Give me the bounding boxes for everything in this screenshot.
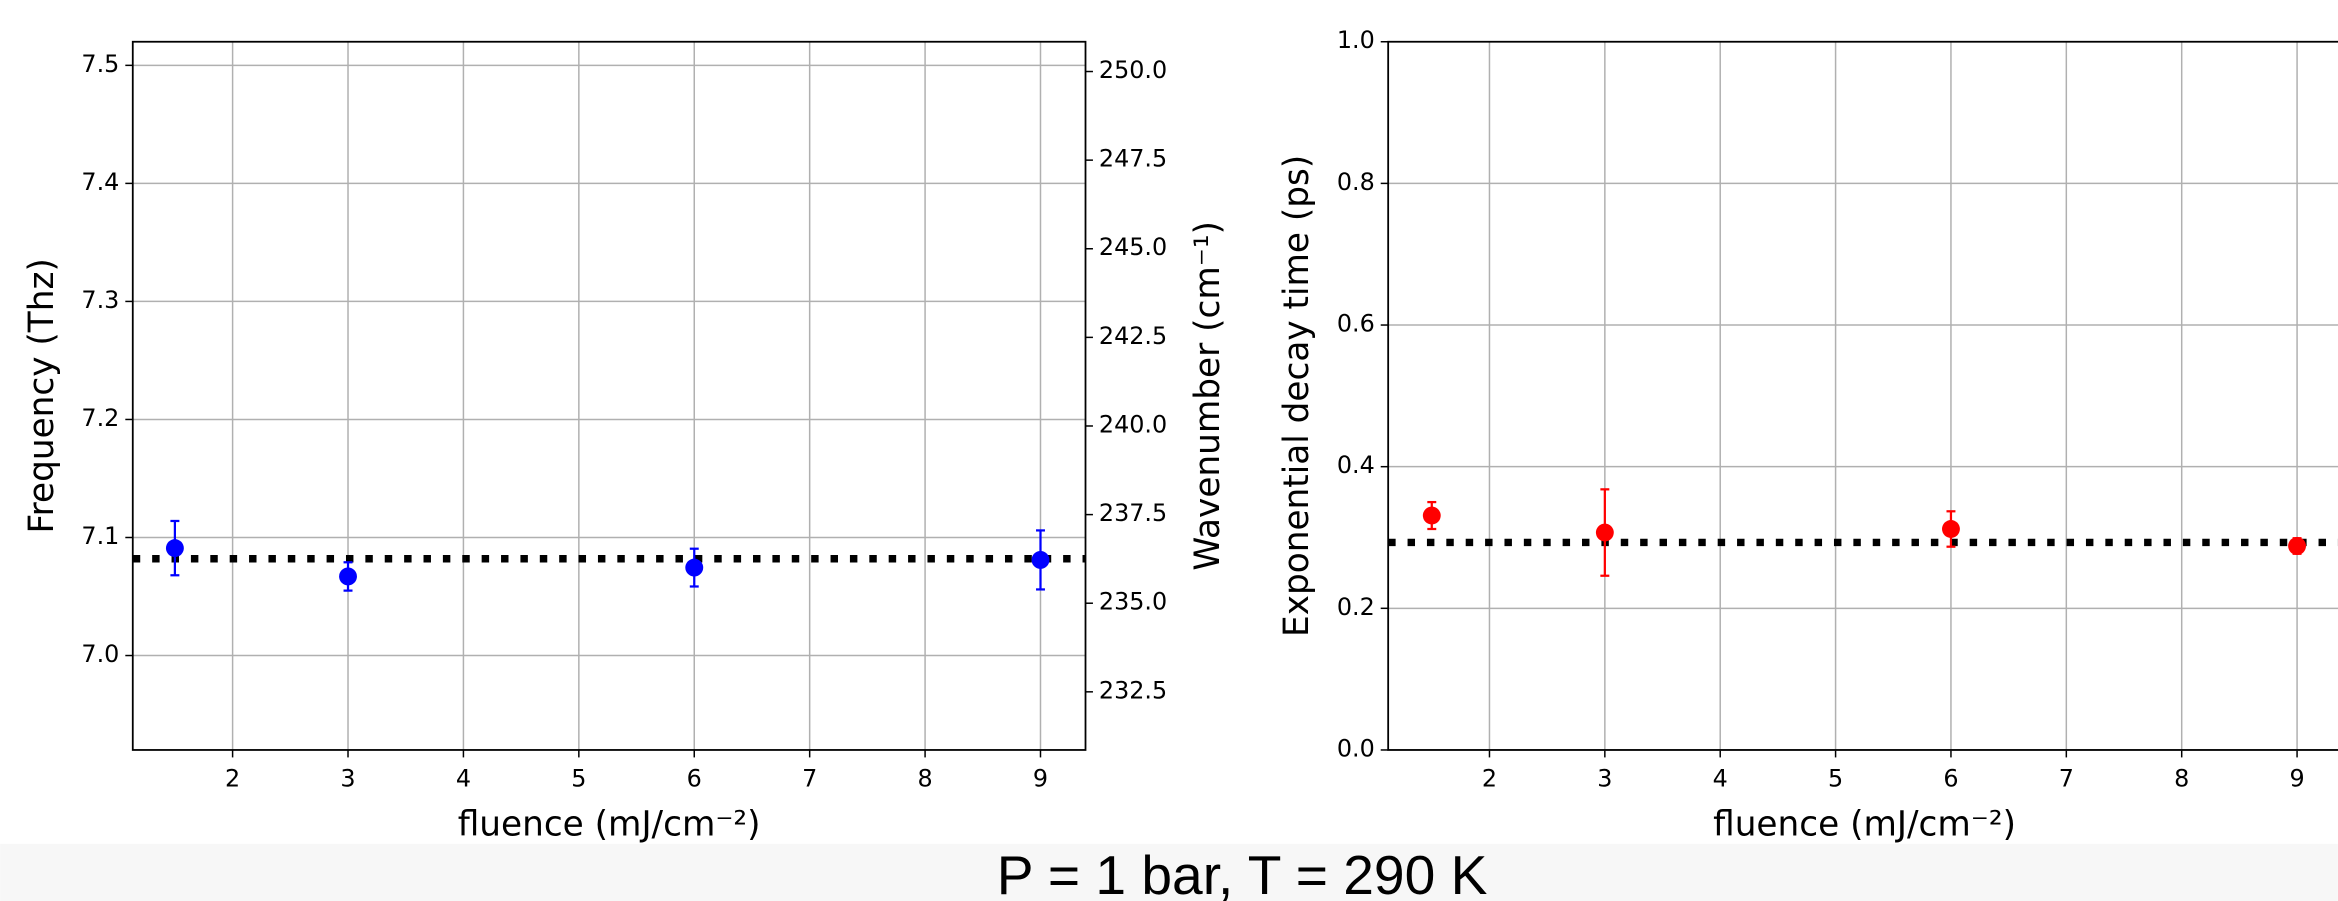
y2-tick-label: 245.0 <box>1099 233 1167 261</box>
y-tick-label: 1.0 <box>1337 26 1375 54</box>
x-axis-label: fluence (mJ/cm⁻²) <box>458 805 761 845</box>
y2-tick-label: 247.5 <box>1099 145 1167 173</box>
x-tick-label: 5 <box>1828 764 1843 792</box>
y-tick-label: 7.4 <box>81 168 119 196</box>
y2-tick-label: 240.0 <box>1099 410 1167 438</box>
x-axis-label: fluence (mJ/cm⁻²) <box>1713 805 2016 845</box>
y2-tick-label: 235.0 <box>1099 588 1167 616</box>
y2-tick-label: 250.0 <box>1099 56 1167 84</box>
y-tick-label: 7.2 <box>81 404 119 432</box>
data-point <box>1422 506 1441 525</box>
x-tick-label: 4 <box>1713 764 1728 792</box>
x-tick-label: 9 <box>1033 764 1048 792</box>
y2-tick-label: 232.5 <box>1099 676 1167 704</box>
plot-frame <box>131 40 1087 751</box>
y-tick-label: 0.2 <box>1337 593 1375 621</box>
footer-band <box>0 843 2338 901</box>
y-tick-label: 0.6 <box>1337 310 1375 338</box>
y-tick-label: 7.3 <box>81 286 119 314</box>
data-point <box>2288 537 2307 555</box>
x-tick-label: 7 <box>802 764 817 792</box>
data-point <box>1031 550 1050 569</box>
x-tick-label: 2 <box>225 764 240 792</box>
y-tick-label: 7.5 <box>81 50 119 78</box>
figure-title: P = 1 bar, T = 290 K <box>997 844 1488 901</box>
x-tick-label: 7 <box>2059 764 2074 792</box>
y2-tick-label: 237.5 <box>1099 499 1167 527</box>
y-tick-label: 0.4 <box>1337 451 1375 479</box>
x-tick-label: 2 <box>1482 764 1497 792</box>
data-point <box>165 539 184 558</box>
x-tick-label: 6 <box>1943 764 1958 792</box>
x-tick-label: 5 <box>571 764 586 792</box>
x-tick-label: 8 <box>2174 764 2189 792</box>
x-tick-label: 6 <box>687 764 702 792</box>
y-axis-label: Exponential decay time (ps) <box>1277 155 1317 637</box>
x-tick-label: 3 <box>340 764 355 792</box>
x-tick-label: 9 <box>2289 764 2304 792</box>
data-point <box>685 558 704 577</box>
y-axis-label: Frequency (Thz) <box>22 258 62 533</box>
data-point <box>1595 523 1614 542</box>
x-tick-label: 3 <box>1597 764 1612 792</box>
y2-axis-label: Wavenumber (cm⁻¹) <box>1188 221 1228 571</box>
data-point <box>1942 520 1960 538</box>
y-tick-label: 0.0 <box>1337 734 1375 762</box>
data-point <box>339 567 357 586</box>
y-tick-label: 0.8 <box>1337 168 1375 196</box>
plot-frame <box>1387 40 2338 751</box>
y2-tick-label: 242.5 <box>1099 322 1167 350</box>
x-tick-label: 8 <box>917 764 932 792</box>
y-tick-label: 7.0 <box>81 640 119 668</box>
x-tick-label: 4 <box>456 764 471 792</box>
y-tick-label: 7.1 <box>81 522 119 550</box>
